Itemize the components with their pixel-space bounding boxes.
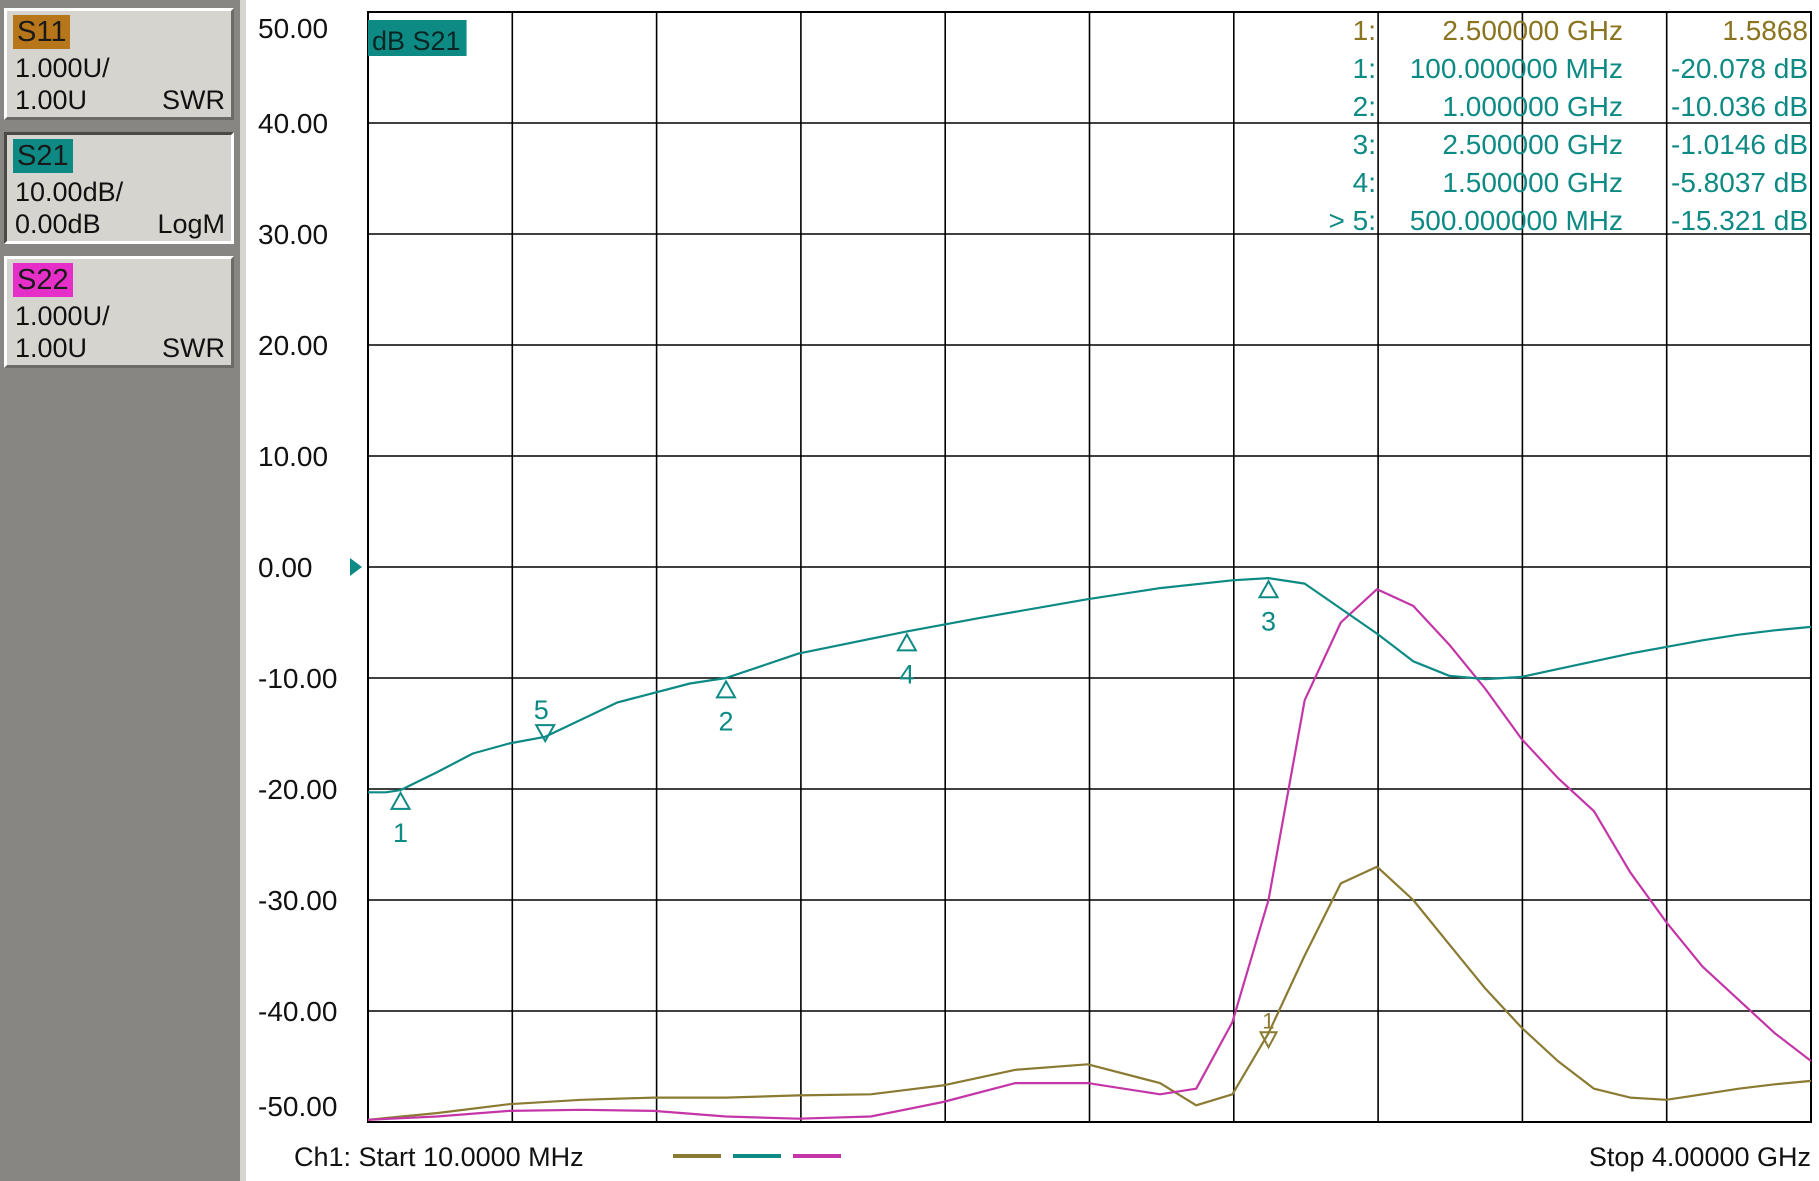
readout-frequency: 500.000000 MHz (1410, 205, 1623, 236)
trace-box-s11[interactable]: S11 1.000U/ 1.00U SWR (4, 8, 234, 120)
marker-5-label: 5 (534, 695, 549, 725)
trace-name-s22: S22 (13, 263, 73, 297)
y-tick-label: 30.00 (258, 219, 328, 250)
trace-ref-s11: 1.00U (15, 85, 88, 115)
marker-4-label: 4 (899, 659, 914, 689)
trace-ref-s22: 1.00U (15, 333, 88, 363)
trace-scale-s21: 10.00dB/ (15, 177, 124, 207)
readout-number: 2: (1353, 91, 1376, 122)
marker-s11-triangle (1258, 1031, 1279, 1050)
active-trace-label-text: dB S21 (372, 26, 461, 56)
readout-value: 1.5868 (1722, 15, 1808, 46)
readout-frequency: 1.000000 GHz (1442, 91, 1623, 122)
marker-4-triangle (896, 632, 918, 652)
trace-line-s21 (368, 576, 1812, 794)
marker-readouts: 1: 2.500000 GHz 1.5868 1: 100.000000 MHz -20.… (1329, 15, 1808, 236)
marker-5-triangle (534, 724, 556, 744)
trace-box-s21[interactable]: S21 10.00dB/ 0.00dB LogM (4, 132, 234, 244)
trace-name-s21: S21 (13, 139, 73, 173)
y-tick-label: 10.00 (258, 441, 328, 472)
marker-1-label: 1 (393, 818, 408, 848)
readout-value: -5.8037 dB (1671, 167, 1808, 198)
y-tick-label: -10.00 (258, 663, 337, 694)
y-tick-label: -30.00 (258, 885, 337, 916)
readout-value: -20.078 dB (1671, 53, 1808, 84)
reference-level-arrow (350, 558, 362, 576)
marker-2-label: 2 (719, 706, 734, 736)
readout-number: 4: (1353, 167, 1376, 198)
trace-format-s22: SWR (162, 333, 225, 363)
readout-number: 1: (1353, 53, 1376, 84)
trace-name-s11: S11 (13, 15, 71, 49)
y-tick-label: 0.00 (258, 552, 313, 583)
readout-frequency: 2.500000 GHz (1442, 129, 1623, 160)
trace-line-s22 (367, 588, 1812, 1121)
trace-format-s11: SWR (162, 85, 225, 115)
y-tick-label: 50.00 (258, 13, 328, 44)
trace-ref-s21: 0.00dB (15, 209, 101, 239)
footer-start: Ch1: Start 10.0000 MHz (294, 1142, 584, 1172)
trace-box-s22[interactable]: S22 1.000U/ 1.00U SWR (4, 256, 234, 368)
markers: 1 2 3 4 5 1 (389, 579, 1280, 1050)
readout-value: -1.0146 dB (1671, 129, 1808, 160)
marker-3-triangle (1257, 579, 1280, 599)
marker-1-triangle (389, 790, 412, 810)
y-tick-label: -50.00 (258, 1091, 337, 1122)
grid (367, 11, 1812, 1123)
trace-format-s21: LogM (157, 209, 225, 239)
y-tick-label: 20.00 (258, 330, 328, 361)
marker-2-triangle (715, 679, 737, 699)
footer: Ch1: Start 10.0000 MHz Stop 4.00000 GHz (294, 1142, 1811, 1172)
y-tick-label: -20.00 (258, 774, 337, 805)
readout-value: -10.036 dB (1671, 91, 1808, 122)
marker-s11-label: 1 (1262, 1008, 1274, 1033)
active-trace-label: dB S21 (368, 20, 467, 56)
trace-scale-s22: 1.000U/ (15, 301, 110, 331)
readout-value: -15.321 dB (1671, 205, 1808, 236)
y-tick-label: 40.00 (258, 108, 328, 139)
footer-stop: Stop 4.00000 GHz (1589, 1142, 1811, 1172)
traces (367, 576, 1812, 1121)
readout-frequency: 100.000000 MHz (1410, 53, 1623, 84)
readout-number: 3: (1353, 129, 1376, 160)
chart-area[interactable]: 50.00 40.00 30.00 20.00 10.00 0.00 -10.00 -20.0… (246, 0, 1819, 1181)
readout-frequency: 1.500000 GHz (1442, 167, 1623, 198)
panel-divider (240, 0, 246, 1181)
y-tick-labels: 50.00 40.00 30.00 20.00 10.00 0.00 -10.00 -20.0… (258, 13, 337, 1122)
trace-line-s11 (367, 865, 1812, 1121)
trace-panel: S11 1.000U/ 1.00U SWR S21 10.00dB/ 0.00d… (0, 0, 246, 1181)
readout-number: > 5: (1329, 205, 1376, 236)
trace-scale-s11: 1.000U/ (15, 53, 110, 83)
marker-3-label: 3 (1261, 606, 1276, 636)
readout-number: 1: (1353, 15, 1376, 46)
readout-frequency: 2.500000 GHz (1442, 15, 1623, 46)
y-tick-label: -40.00 (258, 996, 337, 1027)
